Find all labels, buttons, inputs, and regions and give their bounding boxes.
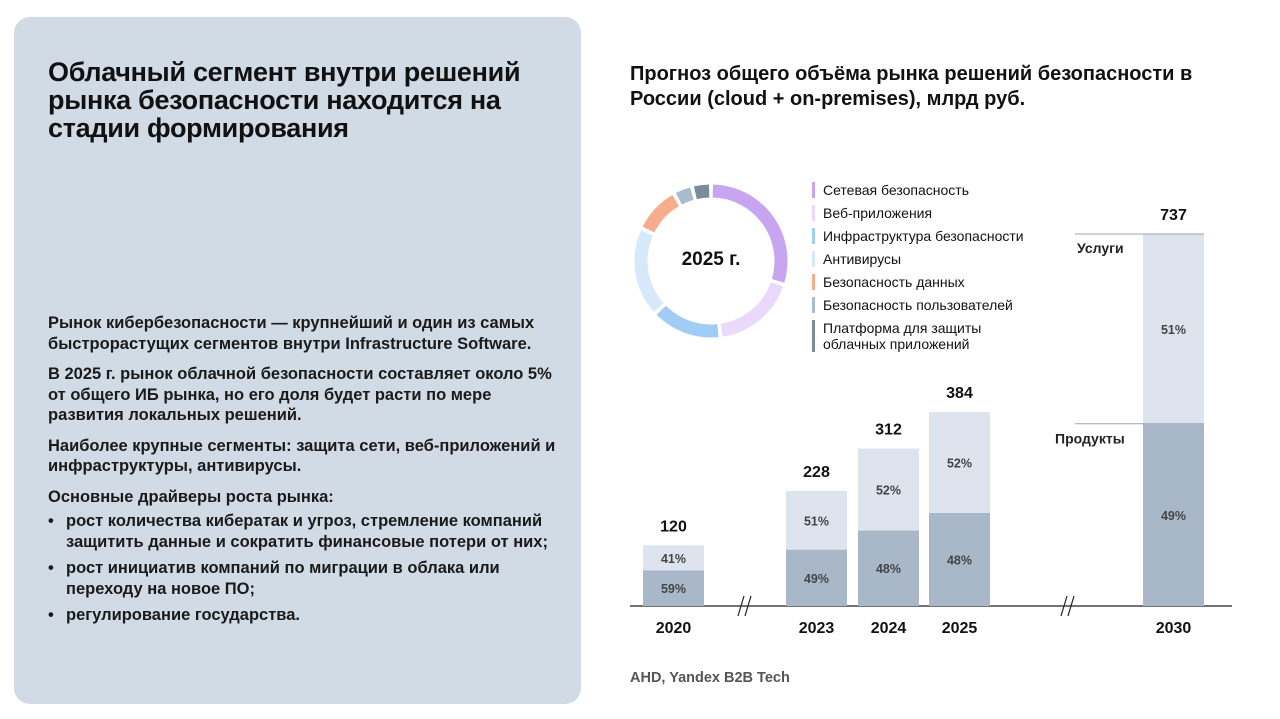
donut-slice [693, 184, 710, 200]
bar-total-label: 737 [1160, 207, 1187, 224]
bar-segment-services [929, 412, 990, 513]
donut-slice [675, 187, 694, 205]
bar-pct-label: 41% [661, 552, 686, 566]
bar-segment-products [643, 570, 704, 606]
bar-pct-label: 49% [1161, 509, 1186, 523]
legend-label: Инфраструктура безопасности [823, 228, 1024, 244]
donut-slice [642, 194, 680, 233]
axis-break-mark [737, 595, 745, 617]
bar-total-label: 228 [803, 464, 830, 481]
bar-segment-services [858, 448, 919, 531]
donut-center-label: 2025 г. [681, 249, 741, 270]
legend-swatch [812, 274, 815, 290]
body-text: Рынок кибербезопасности — крупнейший и о… [48, 313, 568, 632]
legend-label: Безопасность данных [823, 274, 965, 290]
donut-slice [712, 184, 788, 283]
series-label-services: Услуги [1077, 240, 1124, 256]
legend-label: Веб-приложения [823, 205, 933, 221]
list-item: рост инициатив компаний по миграции в об… [48, 558, 568, 599]
legend-swatch [812, 182, 815, 198]
bar-segment-services [1143, 234, 1204, 424]
paragraph: В 2025 г. рынок облачной безопасности со… [48, 365, 552, 424]
x-tick-label: 2024 [871, 620, 907, 637]
legend-item: Безопасность пользователей [812, 297, 1024, 313]
donut-slice [720, 281, 784, 337]
bar-pct-label: 48% [876, 562, 901, 576]
x-tick-label: 2025 [942, 620, 978, 637]
axis-break-mark [744, 595, 752, 617]
bar-pct-label: 51% [1161, 323, 1186, 337]
bar-pct-label: 52% [947, 457, 972, 471]
x-tick-label: 2020 [656, 620, 692, 637]
legend-item: Безопасность данных [812, 274, 1024, 290]
bar-pct-label: 48% [947, 553, 972, 567]
bar-segment-products [1143, 423, 1204, 606]
x-tick-label: 2023 [799, 620, 835, 637]
page-title: Облачный сегмент внутри решений рынка бе… [48, 57, 521, 143]
bar-segment-products [858, 530, 919, 606]
legend-swatch [812, 251, 815, 267]
legend-label: Платформа для защиты облачных приложений [823, 320, 982, 352]
bar-segment-products [929, 512, 990, 606]
legend-item: Инфраструктура безопасности [812, 228, 1024, 244]
bar-pct-label: 51% [804, 514, 829, 528]
legend-item: Антивирусы [812, 251, 1024, 267]
legend-label: Антивирусы [823, 251, 902, 267]
driver-list: рост количества кибератак и угроз, стрем… [48, 511, 568, 626]
bar-pct-label: 59% [661, 582, 686, 596]
bar-total-label: 384 [946, 385, 973, 402]
bar-segment-services [786, 490, 847, 550]
legend-item: Веб-приложения [812, 205, 1024, 221]
paragraph: Наиболее крупные сегменты: защита сети, … [48, 436, 556, 476]
bar-segment-services [643, 545, 704, 571]
chart-title: Прогноз общего объёма рынка решений безо… [630, 63, 1193, 110]
donut-slice [634, 230, 664, 312]
list-item: рост количества кибератак и угроз, стрем… [48, 511, 568, 552]
legend-swatch [812, 320, 815, 352]
paragraph: Рынок кибербезопасности — крупнейший и о… [48, 314, 535, 353]
axis-break-mark [1060, 595, 1068, 617]
donut-legend: Сетевая безопасность Веб-приложения Инфрас… [812, 182, 1024, 359]
legend-item: Сетевая безопасность [812, 182, 1024, 198]
axis-break-mark [1067, 595, 1075, 617]
source-note: AHD, Yandex B2B Tech [630, 670, 790, 686]
legend-label: Сетевая безопасность [823, 182, 969, 198]
donut-slice [656, 305, 719, 338]
bar-total-label: 120 [660, 518, 687, 535]
legend-item: Платформа для защиты облачных приложений [812, 320, 1024, 352]
bar-segment-products [786, 549, 847, 606]
series-label-products: Продукты [1055, 431, 1125, 447]
bar-pct-label: 52% [876, 483, 901, 497]
bar-pct-label: 49% [804, 572, 829, 586]
legend-swatch [812, 205, 815, 221]
legend-swatch [812, 228, 815, 244]
legend-label: Безопасность пользователей [823, 297, 1013, 313]
bar-total-label: 312 [875, 422, 902, 439]
legend-swatch [812, 297, 815, 313]
list-item: регулирование государства. [48, 605, 568, 626]
x-tick-label: 2030 [1156, 620, 1192, 637]
paragraph: Основные драйверы роста рынка: [48, 487, 334, 506]
